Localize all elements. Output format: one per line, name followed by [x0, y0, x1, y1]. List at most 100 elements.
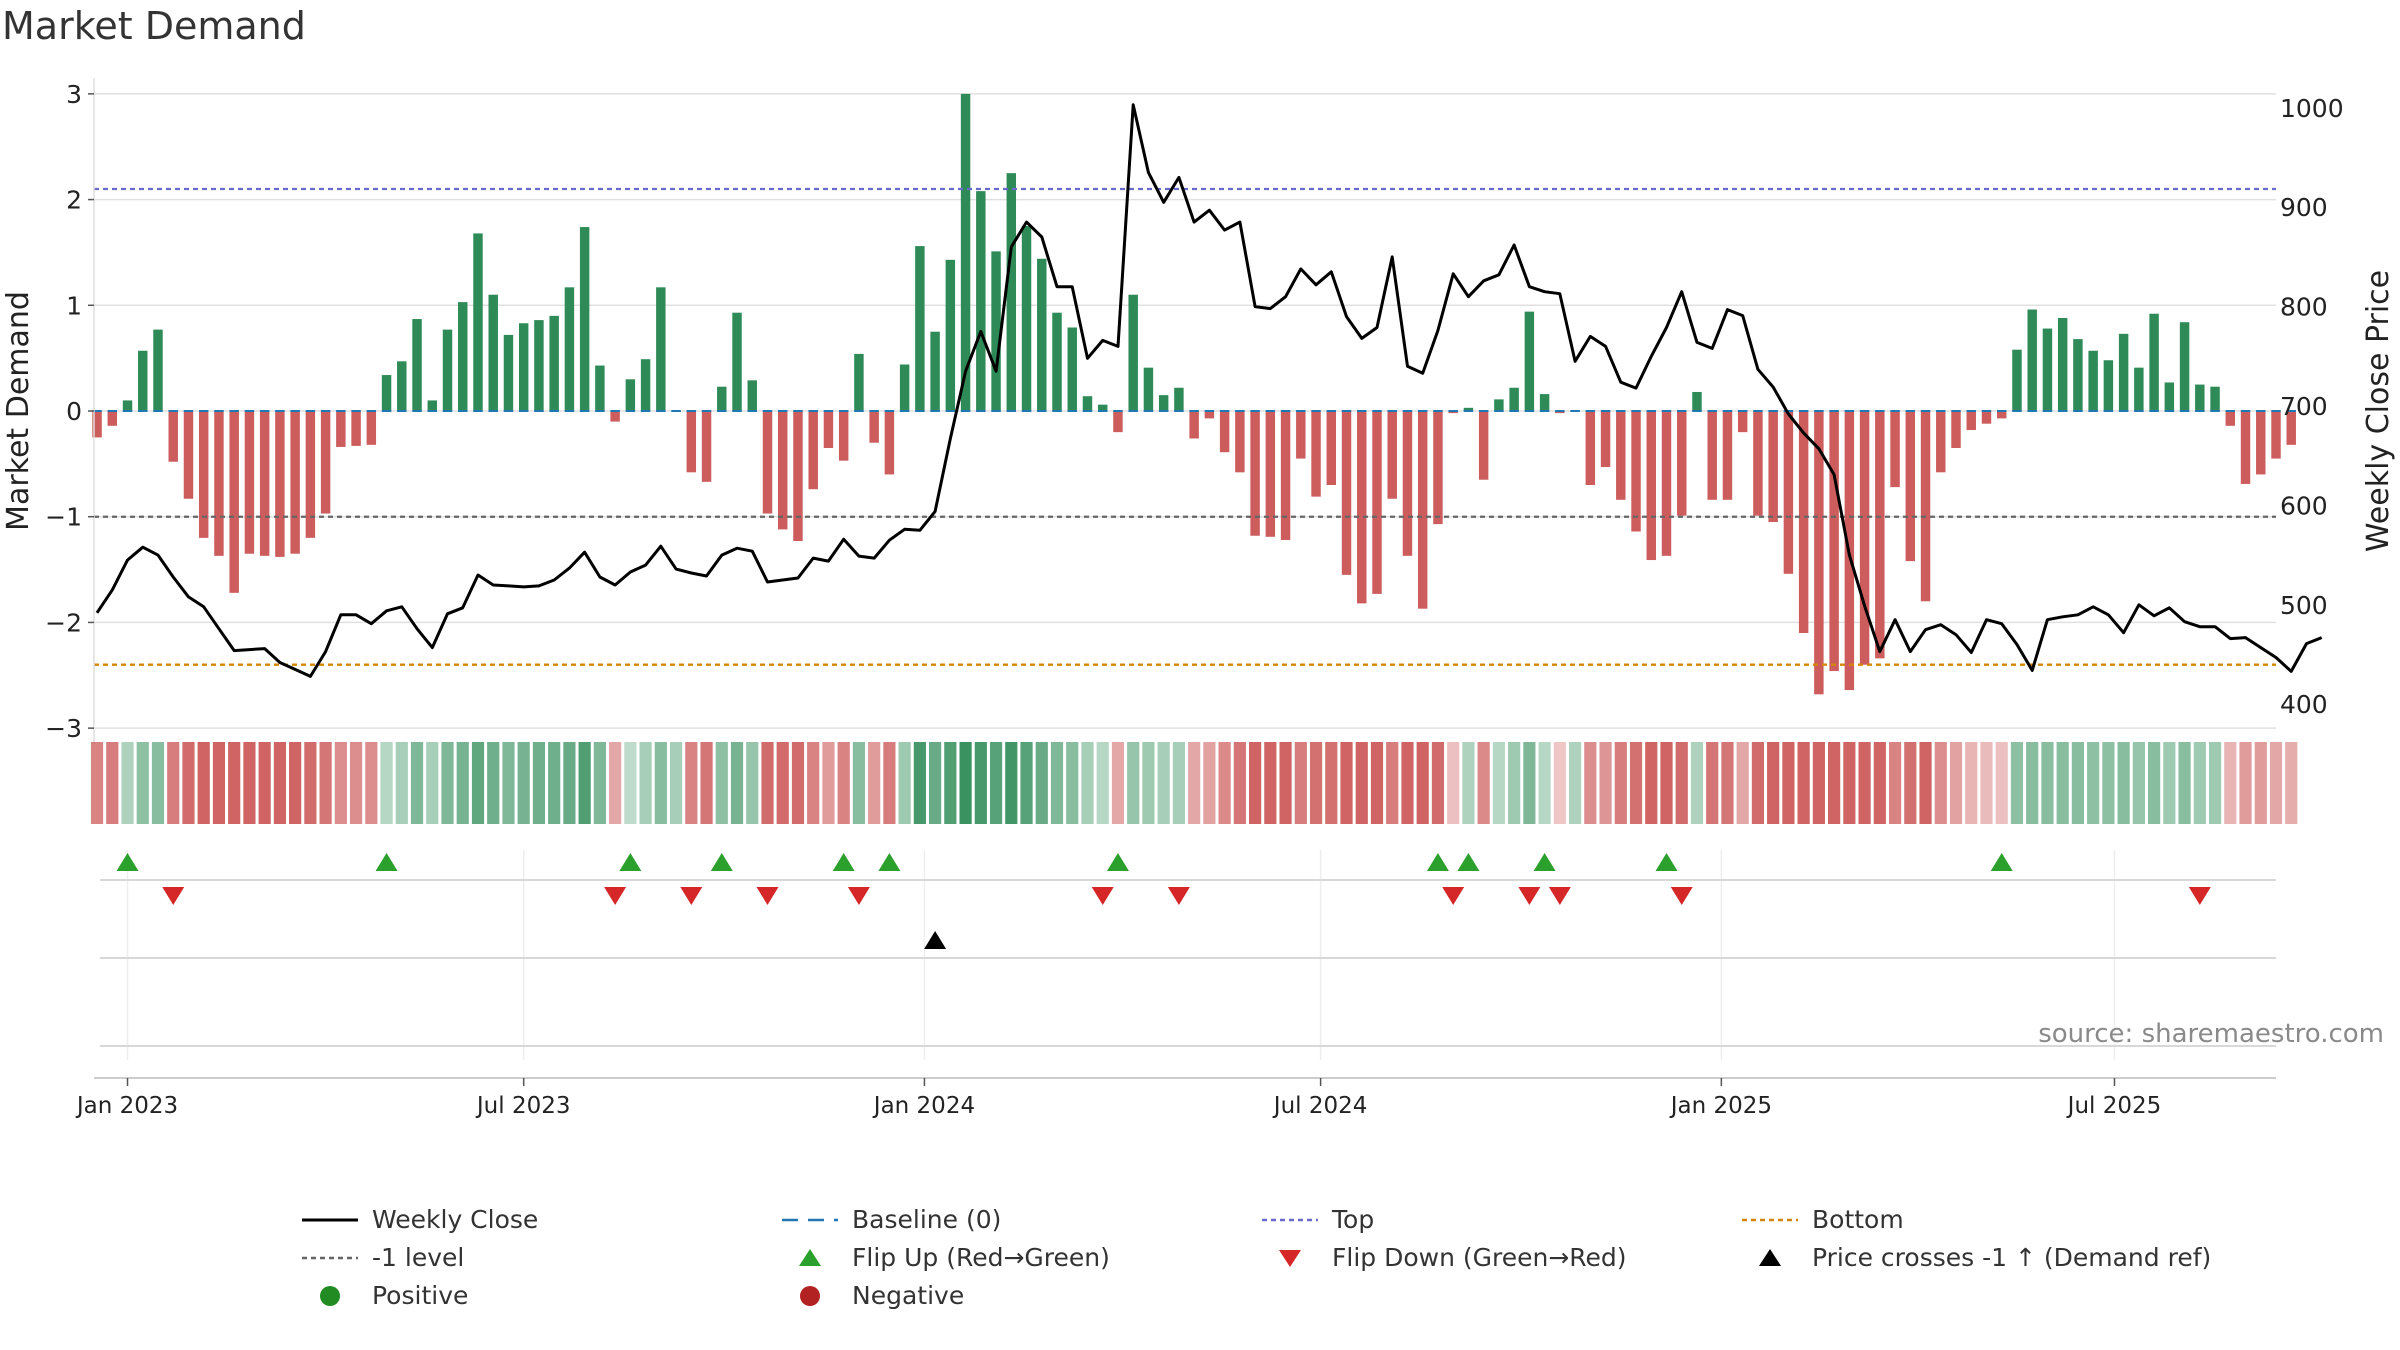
strip-cell [944, 742, 957, 824]
demand-bar [183, 411, 194, 499]
demand-bar [1875, 411, 1885, 659]
demand-bar [1524, 311, 1535, 411]
strip-cell [1843, 742, 1856, 824]
demand-bar [458, 302, 468, 411]
demand-bar [366, 411, 377, 445]
strip-cell [2224, 742, 2237, 824]
strip-cell [502, 742, 515, 824]
axes [88, 78, 2276, 1086]
flip-up-marker [878, 853, 901, 871]
demand-bar [1555, 411, 1565, 414]
flip-up-marker [1990, 853, 2013, 871]
source-label: source: sharemaestro.com [2038, 1019, 2384, 1049]
ytick-label: 2 [66, 186, 82, 215]
strip-cell [1294, 742, 1307, 824]
strip-cell [548, 742, 561, 824]
demand-bar [1753, 411, 1763, 516]
strip-cell [2117, 742, 2130, 824]
demand-bar [1250, 411, 1260, 536]
ytick-label: 3 [66, 80, 82, 109]
strip-cell [197, 742, 210, 824]
strip-cell [1020, 742, 1033, 824]
strip-cell [1767, 742, 1780, 824]
xtick-label: Jul 2023 [475, 1093, 571, 1119]
demand-bar [625, 379, 636, 411]
strip-cell [1660, 742, 1673, 824]
demand-bar [1692, 391, 1702, 411]
strip-cell [2071, 742, 2085, 824]
weekly-close-line [95, 103, 2323, 678]
strip-cell [1797, 742, 1810, 824]
strip-cell [1751, 742, 1765, 824]
close-line [95, 103, 2323, 678]
demand-bar [2195, 384, 2205, 411]
demand-bar [1463, 407, 1474, 411]
strip-cell [913, 742, 926, 824]
demand-bar [168, 411, 178, 462]
xtick-label: Jul 2025 [2066, 1093, 2162, 1119]
strip-cell [654, 742, 667, 824]
demand-bar [336, 411, 346, 447]
legend-label: Flip Up (Red→Green) [852, 1243, 1110, 1272]
strip-cell [1172, 742, 1185, 824]
demand-bar [244, 411, 255, 554]
demand-bar [747, 380, 757, 411]
strip-cell [776, 742, 789, 824]
strip-cell [1447, 742, 1460, 824]
strip-cell [578, 742, 591, 824]
ytick-label: −2 [45, 608, 82, 637]
legend-label: Price crosses -1 ↑ (Demand ref) [1812, 1243, 2212, 1272]
strip-cell [1553, 742, 1566, 824]
demand-bar [1737, 411, 1748, 433]
demand-bar [686, 411, 697, 473]
demand-bar [1128, 294, 1138, 411]
demand-bar [122, 400, 133, 411]
demand-bar [1219, 411, 1230, 453]
strip-cell [1309, 742, 1323, 824]
strip-cell [258, 742, 271, 824]
strip-cell [837, 742, 850, 824]
demand-bar [1006, 173, 1017, 411]
strip-cell [1005, 742, 1018, 824]
strip-cell [2148, 742, 2161, 824]
strip-cell [1828, 742, 1841, 824]
demand-bar [1814, 411, 1824, 695]
legend-item: Positive [300, 1281, 468, 1310]
demand-bar [2210, 386, 2220, 411]
strip-cell [1050, 742, 1064, 824]
axis-labels: 3 2 1 0 −1 −2 −3 1000 900 800 700 600 500 400 Market D… [1, 80, 2396, 1119]
demand-bar [2134, 367, 2144, 411]
demand-bar [930, 331, 940, 411]
strip-cell [1264, 742, 1277, 824]
demand-bar [275, 411, 285, 557]
demand-bar [960, 93, 971, 411]
demand-bar [915, 246, 925, 411]
demand-bar [808, 411, 818, 490]
y-axis-label: Market Demand [1, 291, 36, 531]
demand-bar [1097, 404, 1108, 411]
strip-cell [1218, 742, 1231, 824]
flip-markers [116, 853, 2211, 949]
y2tick-label: 900 [2280, 193, 2328, 222]
strip-cell [1629, 742, 1643, 824]
strip-cell [90, 742, 104, 824]
strip-cell [2010, 742, 2024, 824]
demand-bar [976, 191, 986, 411]
demand-bar [610, 411, 620, 422]
legend-label: Weekly Close [372, 1205, 539, 1234]
price-cross-marker [924, 931, 947, 949]
flip-up-marker [1533, 853, 1556, 871]
strip-cell [624, 742, 637, 824]
demand-bar [1707, 411, 1717, 500]
strip-cell [1233, 742, 1246, 824]
strip-cell [2056, 742, 2069, 824]
triangle-down-red-icon [1279, 1249, 1301, 1267]
strip-cell [1584, 742, 1597, 824]
demand-bar [1677, 411, 1687, 516]
strip-cell [2041, 742, 2054, 824]
strip-cell [2208, 742, 2222, 824]
demand-bar [2240, 411, 2251, 484]
strip-cell [334, 742, 347, 824]
strip-cell [1325, 742, 1338, 824]
strip-cell [365, 742, 378, 824]
